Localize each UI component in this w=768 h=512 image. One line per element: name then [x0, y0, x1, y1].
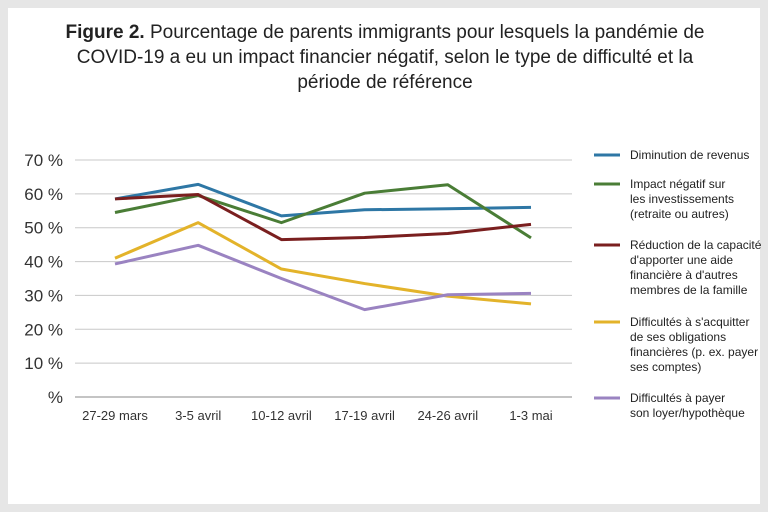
legend-label: financières (p. ex. payer — [630, 345, 758, 359]
x-axis-ticks: 27-29 mars 3-5 avril 10-12 avril 17-19 avri… — [82, 408, 553, 423]
legend-label: son loyer/hypothèque — [630, 406, 745, 420]
x-tick-label: 24-26 avril — [417, 408, 478, 423]
y-tick-label: 40 % — [24, 253, 63, 272]
legend-label: Impact négatif sur — [630, 177, 725, 191]
y-tick-label: 70 % — [24, 151, 63, 170]
legend-label: Diminution de revenus — [630, 148, 749, 162]
legend-label: d'apporter une aide — [630, 253, 733, 267]
legend-label: financière à d'autres — [630, 268, 738, 282]
x-tick-label: 27-29 mars — [82, 408, 148, 423]
legend-label: ses comptes) — [630, 360, 701, 374]
y-tick-label: % — [48, 388, 63, 407]
legend-label: les investissements — [630, 192, 734, 206]
x-tick-label: 1-3 mai — [509, 408, 552, 423]
series-line — [114, 182, 532, 218]
x-tick-label: 17-19 avril — [334, 408, 395, 423]
series-line — [114, 221, 532, 306]
y-tick-label: 50 % — [24, 219, 63, 238]
legend-label: (retraite ou autres) — [630, 207, 729, 221]
series-line — [114, 183, 532, 240]
chart-title: Figure 2. Pourcentage de parents immigra… — [60, 20, 710, 95]
y-axis-ticks: % 10 % 20 % 30 % 40 % 50 % 60 % 70 % — [24, 151, 63, 407]
legend-label: Réduction de la capacité — [630, 238, 762, 252]
series-line — [114, 243, 532, 312]
series-line — [114, 193, 532, 242]
figure-title-text: Pourcentage de parents immigrants pour l… — [76, 22, 705, 93]
y-tick-label: 30 % — [24, 286, 63, 305]
legend: Diminution de revenus Impact négatif surl… — [594, 148, 762, 420]
figure-label: Figure 2. — [65, 22, 145, 43]
y-tick-label: 10 % — [24, 354, 63, 373]
y-tick-label: 60 % — [24, 185, 63, 204]
legend-label: Difficultés à s'acquitter — [630, 315, 749, 329]
x-tick-label: 10-12 avril — [251, 408, 312, 423]
legend-label: membres de la famille — [630, 283, 748, 297]
series-lines — [114, 182, 532, 312]
x-tick-label: 3-5 avril — [175, 408, 221, 423]
legend-label: Difficultés à payer — [630, 391, 725, 405]
y-tick-label: 20 % — [24, 320, 63, 339]
gridlines — [75, 159, 572, 398]
legend-label: de ses obligations — [630, 330, 726, 344]
